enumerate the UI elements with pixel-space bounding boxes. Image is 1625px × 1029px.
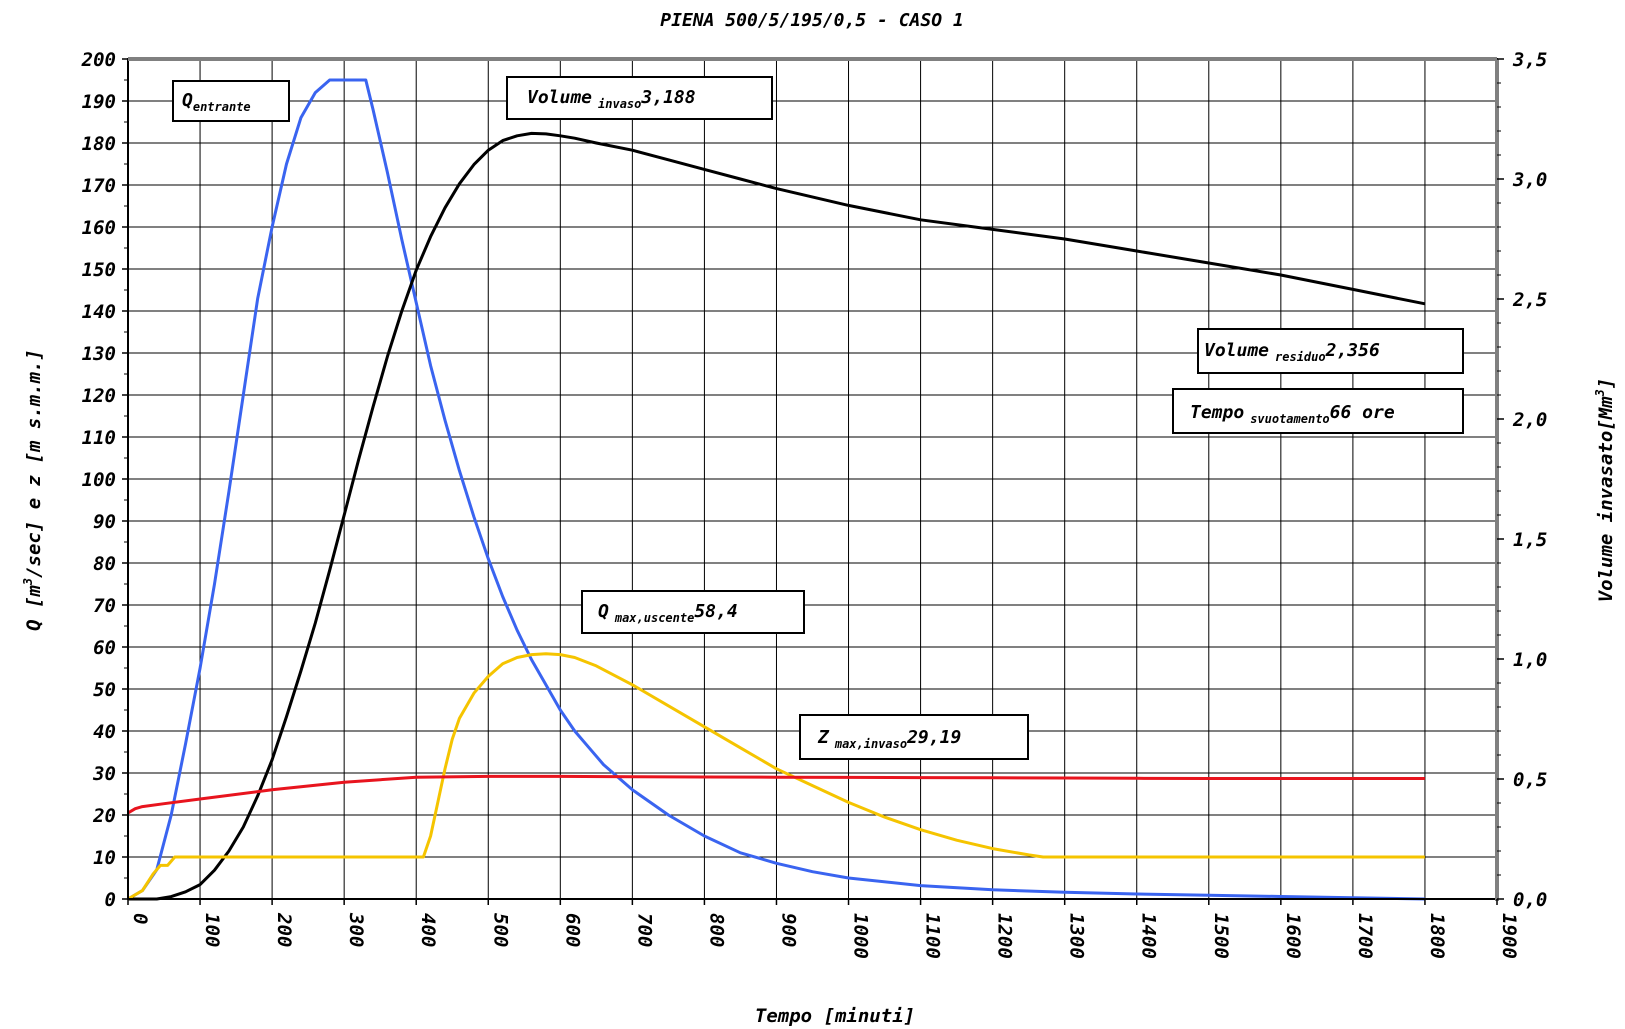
x-tick-label: 1400 — [1138, 913, 1160, 959]
y-right-label-sup: 3 — [1593, 389, 1607, 397]
x-tick-label: 1900 — [1498, 913, 1520, 959]
y-left-tick-label: 60 — [93, 637, 116, 659]
y-right-label-rest: ] — [1595, 378, 1617, 389]
y-left-tick-label: 50 — [93, 679, 116, 701]
y-left-axis-ticks: 0 10 20 30 40 50 60 70 80 90 100 110 120 130 140 150 160… — [81, 49, 128, 911]
x-tick-label: 900 — [777, 913, 799, 947]
y-left-tick-label: 30 — [92, 763, 116, 785]
x-tick-label: 700 — [633, 913, 655, 947]
series-layer — [127, 78, 1426, 901]
y-left-tick-label: 70 — [93, 595, 116, 617]
annotation-sub: residuo — [1275, 350, 1326, 364]
y-left-tick-label: 110 — [82, 427, 116, 449]
y-left-axis-label: Q [m3/sec] e z [m s.m.m.] — [21, 349, 45, 631]
annotation-main: Tempo — [1190, 402, 1244, 423]
annotation-main: Q — [598, 601, 609, 622]
annotation-q-entrante: Qentrante — [172, 80, 290, 122]
x-tick-label: 0 — [129, 913, 151, 924]
y-left-tick-label: 90 — [93, 511, 116, 533]
x-tick-label: 1200 — [994, 913, 1016, 959]
x-axis-label: Tempo [minuti] — [755, 1005, 915, 1027]
x-tick-label: 1700 — [1354, 913, 1376, 959]
annotation-main: Z — [817, 727, 830, 748]
x-tick-label: 100 — [201, 913, 223, 947]
y-left-tick-label: 180 — [82, 133, 116, 155]
y-right-tick-label: 0,0 — [1513, 889, 1547, 911]
y-left-tick-label: 130 — [82, 343, 116, 365]
x-tick-label: 500 — [489, 913, 511, 947]
y-left-label-base: Q [m — [23, 585, 45, 631]
annotation-value: 29,19 — [906, 727, 961, 748]
series-line-0 — [127, 78, 1425, 901]
x-tick-label: 1300 — [1066, 913, 1088, 959]
y-left-label-rest: /sec] e z [m s.m.m.] — [23, 349, 45, 578]
annotation-main: Volume — [527, 87, 592, 108]
x-tick-label: 600 — [561, 913, 583, 947]
svg-text:Qentrante: Qentrante — [182, 90, 251, 114]
y-right-tick-label: 2,5 — [1512, 289, 1547, 311]
annotation-sub: entrante — [193, 100, 251, 114]
y-left-tick-label: 0 — [105, 889, 116, 911]
x-tick-label: 200 — [273, 912, 295, 947]
annotation-tempo-svuotamento: Tempo svuotamento66 ore — [1172, 388, 1464, 434]
y-right-tick-label: 1,5 — [1513, 529, 1547, 551]
y-right-tick-label: 3,0 — [1512, 169, 1547, 191]
y-right-axis-ticks: 0,0 0,5 1,0 1,5 2,0 2,5 3,0 3,5 — [1497, 49, 1547, 911]
annotation-main: Volume — [1204, 340, 1269, 361]
y-right-tick-label: 3,5 — [1512, 49, 1547, 71]
y-left-label-sup: 3 — [21, 578, 35, 586]
y-left-tick-label: 40 — [93, 721, 116, 743]
grid — [127, 58, 1498, 900]
annotation-value: 3,188 — [640, 87, 695, 108]
y-left-tick-label: 160 — [82, 217, 116, 239]
series-line-3 — [127, 774, 1425, 815]
y-left-tick-label: 100 — [82, 469, 116, 491]
x-axis-ticks: 0 100 200 300 400 500 600 700 800 900 1000 1100 1200… — [127, 899, 1520, 959]
y-left-tick-label: 150 — [82, 259, 116, 281]
annotation-value: 58,4 — [694, 601, 737, 622]
annotation-volume-residuo: Volume residuo2,356 — [1197, 328, 1464, 374]
x-tick-label: 1500 — [1210, 913, 1232, 959]
series-line-1 — [128, 131, 1426, 901]
annotation-sub: invaso — [598, 97, 641, 111]
y-right-tick-label: 0,5 — [1513, 769, 1547, 791]
y-left-tick-label: 20 — [92, 805, 116, 827]
annotation-sub: max,uscente — [614, 611, 694, 625]
annotation-sub: svuotamento — [1250, 412, 1329, 426]
y-right-label-base: Volume invasato[Mm — [1595, 396, 1617, 602]
y-right-tick-label: 1,0 — [1513, 649, 1547, 671]
x-tick-label: 1800 — [1426, 913, 1448, 959]
annotation-volume-invaso: Volume invaso3,188 — [506, 76, 773, 120]
annotation-main: Q — [182, 90, 193, 111]
y-left-tick-label: 200 — [81, 49, 116, 71]
x-tick-label: 1600 — [1282, 913, 1304, 959]
y-left-tick-label: 120 — [82, 385, 116, 407]
chart-title: PIENA 500/5/195/0,5 - CASO 1 — [660, 10, 963, 31]
annotation-sub: max,invaso — [834, 737, 907, 751]
y-left-tick-label: 10 — [93, 847, 116, 869]
y-left-tick-label: 140 — [82, 301, 116, 323]
y-right-axis-label: Volume invasato[Mm3] — [1593, 378, 1617, 603]
y-left-tick-label: 80 — [93, 553, 116, 575]
annotation-value: 66 ore — [1330, 402, 1395, 423]
series-line-2 — [127, 652, 1425, 901]
x-tick-label: 400 — [417, 913, 439, 947]
annotation-value: 2,356 — [1325, 340, 1380, 361]
y-right-tick-label: 2,0 — [1512, 409, 1547, 431]
x-tick-label: 300 — [345, 912, 367, 947]
y-left-tick-label: 170 — [82, 175, 116, 197]
x-tick-label: 1100 — [922, 913, 944, 959]
y-left-tick-label: 190 — [82, 91, 116, 113]
x-tick-label: 1000 — [850, 913, 872, 959]
x-tick-label: 800 — [705, 913, 727, 947]
